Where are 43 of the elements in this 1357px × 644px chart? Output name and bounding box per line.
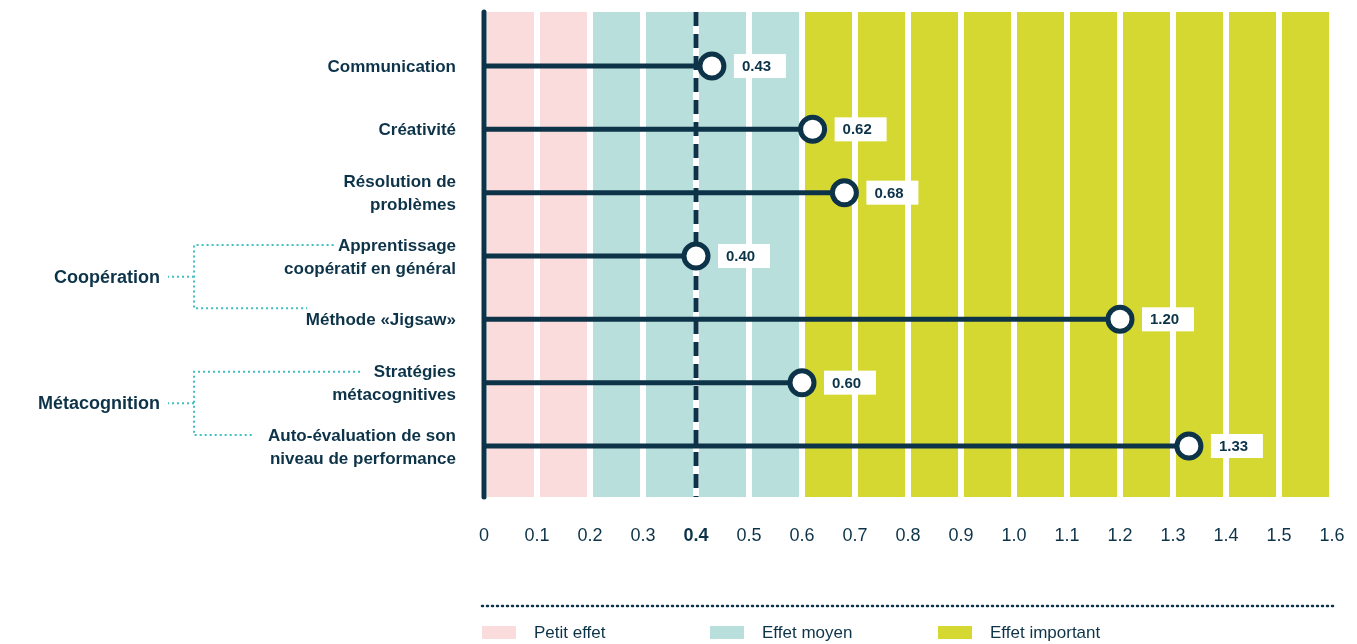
x-tick-label: 0.5 — [736, 525, 762, 545]
x-tick-label: 1.6 — [1319, 525, 1345, 545]
legend-label: Petit effet — [534, 623, 606, 642]
text: Métacognition — [38, 393, 160, 414]
x-tick-label: 0.9 — [948, 525, 974, 545]
x-tick-label: 0.3 — [630, 525, 656, 545]
point — [681, 241, 711, 271]
x-tick-label: 0 — [478, 525, 490, 545]
x-tick-label: 1.3 — [1160, 525, 1186, 545]
y-tick-label: Communication — [327, 57, 456, 76]
x-tick-label: 0.7 — [842, 525, 868, 545]
data-label: 0.60 — [832, 373, 862, 391]
x-tick-label: 0.4 — [683, 525, 709, 545]
data-label: 0.43 — [741, 57, 772, 74]
data-label: 0.68 — [874, 183, 904, 201]
point — [1105, 304, 1135, 334]
data-label: 1.20 — [1150, 310, 1180, 328]
legend-label: Effet moyen — [762, 623, 853, 642]
x-tick-label: 1.5 — [1266, 525, 1292, 545]
y-tick-label: Stratégies métacognitives — [332, 362, 456, 405]
y-tick-label: Résolution de problèmes — [343, 172, 456, 215]
data-label: 0.40 — [726, 247, 756, 264]
point — [829, 178, 859, 208]
x-tick-label: 1.1 — [1054, 525, 1080, 545]
data-label: 1.33 — [1218, 437, 1249, 454]
point — [1174, 431, 1204, 461]
x-tick-label: 0.1 — [524, 525, 550, 545]
y-tick-label: Créativité — [378, 120, 456, 140]
x-tick-label: 0.6 — [789, 525, 815, 545]
point — [787, 368, 817, 398]
x-tick-label: 0.8 — [895, 525, 921, 545]
x-tick-label: 1.4 — [1213, 525, 1239, 545]
y-tick-label: Méthode «Jigsaw» — [305, 310, 456, 330]
point — [798, 114, 828, 144]
x-tick-label: 1.0 — [1001, 525, 1027, 545]
data-label: 0.62 — [842, 120, 872, 138]
text: Coopération — [54, 266, 160, 287]
legend-label: Effet important — [990, 623, 1101, 642]
y-tick-label: Auto-évaluation de son niveau de performance — [268, 425, 456, 468]
y-tick-label: Apprentissage coopératif en général — [284, 235, 456, 278]
point — [697, 51, 727, 81]
x-tick-label: 0.2 — [577, 525, 603, 545]
x-tick-label: 1.2 — [1107, 525, 1133, 545]
